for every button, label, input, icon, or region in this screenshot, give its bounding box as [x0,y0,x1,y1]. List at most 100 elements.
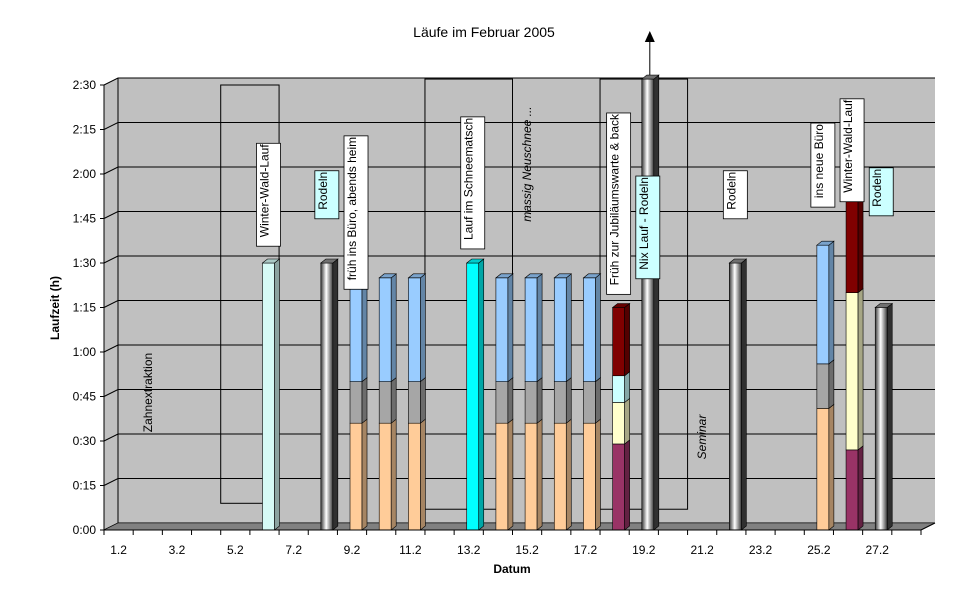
x-tick-label: 17.2 [574,543,598,557]
bar-segment [262,262,275,531]
x-axis-title: Datum [493,562,530,576]
x-tick-label: 11.2 [399,543,422,557]
bar-segment-side [741,258,747,531]
annotation-lauf-im-schneematsch-text: Lauf im Schneematsch [462,118,476,240]
axes: 0:00 0:15 0:30 0:45 1:00 1:15 1:30 1:45 2:00 2:15… [73,78,936,557]
bar-27-2 [874,302,894,531]
gridlines [103,77,935,531]
annotation-fr-h-ins-b-ro-abends-heim-text: früh ins Büro, abends heim [345,137,359,280]
gridline [103,478,935,486]
bar-segment-side [390,273,397,383]
annotation-massig-neuschnee: massig Neuschnee ... [520,106,534,221]
annotation-rodeln: Rodeln [868,167,894,217]
bar-segment-side [536,273,543,383]
y-tick-label: 0:30 [73,434,97,448]
bar-top [728,258,748,264]
annotation-zahnextraktion-text: Zahnextraktion [141,353,155,432]
bar-segment-side [565,377,572,424]
annotation-ins-neue-b-ro: ins neue Büro [810,122,836,208]
bar-22-2 [728,258,748,531]
x-tick-label: 7.2 [285,543,302,557]
bar-segment-side [886,302,893,531]
annotation-winter-wald-lauf-text: Winter-Wald-Lauf [841,99,855,193]
x-tick-label: 13.2 [457,543,481,557]
bar-segment [874,307,888,531]
y-tick-label: 1:00 [73,345,97,359]
y-axis-title: Laufzeit (h) [48,276,62,340]
bar-top [640,74,660,80]
x-tick-label: 19.2 [632,543,656,557]
bar-top [407,273,427,279]
annotation-winter-wald-lauf-box [839,98,865,203]
floor [103,522,936,531]
bar-segment-side [361,418,368,531]
y-tick-label: 0:00 [73,523,97,537]
bar-top [553,273,573,279]
y-tick-label: 1:30 [73,256,97,270]
bar-segment [349,381,363,424]
x-tick-label: 9.2 [344,543,361,557]
bar-13-2 [465,258,485,531]
y-tick-label: 2:15 [73,123,97,137]
annotation-seminar-text: Seminar [695,414,709,460]
y-tick-label: 2:30 [73,78,97,92]
y-tick-label: 1:45 [73,212,97,226]
bar-segment [524,381,538,424]
annotation-massig-neuschnee-text: massig Neuschnee ... [520,106,534,221]
annotation-winter-wald-lauf-box [256,142,281,247]
bar-series [261,31,894,531]
bar-top [261,258,281,264]
x-tick-label: 15.2 [515,543,539,557]
bar-segment [583,422,596,531]
bar-top [582,273,602,279]
chart-title: Läufe im Februar 2005 [413,24,555,40]
annotation-fr-h-ins-b-ro-abends-heim-box [343,135,369,290]
gridline [103,344,935,353]
annotation-lauf-im-schneematsch: Lauf im Schneematsch [460,116,486,250]
x-tick-label: 3.2 [169,543,186,557]
annotation-winter-wald-lauf-text: Winter-Wald-Lauf [257,144,271,238]
bar-top [378,273,398,279]
bar-top [874,303,894,308]
bar-segment [845,194,859,293]
bar-segment [641,78,655,531]
bar-segment [553,381,567,424]
bar-10-2 [378,273,398,531]
bar-segment [816,363,830,409]
annotation-rodeln-text: Rodeln [870,169,884,207]
bar-segment [612,443,625,531]
bar-segment-side [565,418,572,531]
gridline [103,389,935,397]
bar-segment [612,402,625,445]
bar-segment [553,277,567,382]
bar-6-2 [261,258,281,531]
bar-18-2 [611,302,631,531]
bar-segment-side [595,418,601,531]
bar-9-2 [349,273,368,531]
bar-segment-side [332,258,339,531]
bar-segment [612,307,625,377]
bar-segment-side [828,403,835,531]
annotation-rodeln: Rodeln [314,170,340,220]
bar-segment [495,277,509,382]
bar-top [495,273,514,279]
bar-segment [320,262,334,531]
x-tick-label: 5.2 [227,543,244,557]
bar-segment-side [595,273,601,383]
bar-segment-side [624,439,630,531]
bar-segment-side [857,190,864,294]
bar-26-2 [845,190,864,531]
bar-top [465,258,485,264]
y-tick-label: 1:15 [73,301,97,315]
bar-segment [612,375,625,403]
bar-14-2 [495,273,514,531]
annotation-ins-neue-b-ro-text: ins neue Büro [812,124,826,198]
bar-segment [466,262,480,531]
bar-segment-side [828,240,835,365]
annotation-nix-lauf-rodeln-box [635,175,661,280]
bar-segment-side [420,273,426,383]
bar-segment-side [536,418,543,531]
annotation-lauf-im-schneematsch-box [460,116,486,250]
annotation-rodeln: Rodeln [722,170,748,220]
bar-segment [583,381,596,424]
